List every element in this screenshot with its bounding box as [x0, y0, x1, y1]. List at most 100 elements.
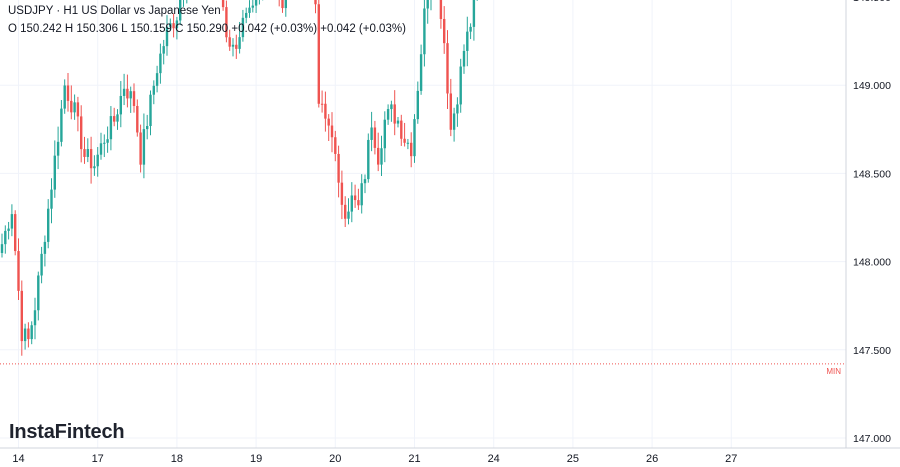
candle-body [37, 275, 40, 311]
candles [0, 0, 478, 356]
candle-body [83, 149, 86, 157]
candle-body [353, 195, 357, 201]
time-tick-label: 14 [12, 453, 24, 465]
candle-body [439, 0, 443, 19]
candle-body [340, 182, 344, 205]
candle-body [53, 155, 56, 190]
time-tick-label: 26 [646, 453, 658, 465]
candle-body [452, 113, 456, 130]
candle-body [410, 142, 413, 157]
candle-body [43, 241, 47, 254]
candle-body [330, 125, 334, 138]
candle-body [89, 149, 93, 169]
time-tick-label: 25 [567, 453, 579, 465]
candle-body [142, 129, 146, 165]
candle-body [241, 17, 245, 38]
candle-body [149, 94, 152, 127]
candle-body [373, 127, 377, 148]
extreme-label: MIN [826, 367, 841, 376]
candle-body [235, 44, 238, 49]
time-axis[interactable]: 14 17 18 19 20 21 24 25 26 27 [0, 447, 900, 465]
candle-body [4, 230, 7, 245]
candle-body [360, 183, 363, 206]
candle-body [281, 0, 284, 9]
time-tick-label: 18 [171, 453, 183, 465]
candle-body [93, 166, 96, 169]
candle-body [443, 18, 446, 44]
candle-body [334, 137, 337, 154]
candle-body [159, 53, 162, 74]
time-tick-label: 20 [329, 453, 341, 465]
candle-body [113, 116, 116, 122]
candle-body [416, 90, 419, 120]
price-axis[interactable]: 147.000 147.500 148.000 148.500 149.000 149.5… [845, 0, 891, 448]
price-tick-label: 148.000 [853, 257, 891, 269]
candle-body [56, 141, 60, 156]
candle-body [47, 208, 50, 242]
candle-body [119, 95, 122, 115]
time-tick-label: 17 [92, 453, 104, 465]
candle-body [103, 142, 106, 144]
candle-body [386, 109, 390, 120]
candle-body [0, 244, 4, 253]
candle-body [449, 93, 452, 130]
candle-body [23, 328, 27, 342]
price-tick-label: 149.000 [853, 80, 891, 92]
timeframe-label[interactable]: H1 [63, 5, 79, 17]
candle-body [357, 200, 360, 206]
candle-body [337, 153, 340, 183]
time-tick-label: 27 [725, 453, 737, 465]
candle-body [73, 102, 76, 113]
candle-body [40, 253, 43, 276]
candle-body [221, 0, 225, 8]
candle-body [462, 50, 466, 67]
candle-body [370, 127, 373, 140]
candle-body [344, 204, 347, 219]
price-tick-label: 147.000 [853, 433, 891, 445]
candle-body [172, 23, 175, 29]
candle-body [165, 26, 169, 47]
candle-body [390, 104, 393, 110]
candle-body [367, 139, 370, 180]
candle-body [175, 20, 179, 29]
candle-body [324, 103, 327, 119]
candle-body [320, 103, 324, 105]
candle-body [466, 31, 469, 51]
candle-body [396, 120, 400, 124]
candle-body [60, 108, 63, 142]
candle-body [377, 147, 380, 165]
time-tick-label: 19 [250, 453, 262, 465]
price-tick-label: 148.500 [853, 168, 891, 180]
candle-body [472, 0, 476, 27]
candle-body [106, 139, 109, 143]
candle-body [350, 195, 353, 212]
candle-body [109, 116, 113, 140]
symbol-description: US Dollar vs Japanese Yen [81, 5, 221, 17]
candle-body [33, 310, 37, 326]
candle-body [446, 43, 449, 94]
symbol-label[interactable]: USDJPY [8, 5, 54, 17]
candle-body [17, 251, 20, 291]
candle-body [393, 104, 396, 124]
price-tick-label: 147.500 [853, 345, 891, 357]
candle-body [317, 4, 320, 104]
candle-body [80, 116, 83, 150]
candle-body [10, 214, 14, 229]
candle-body [400, 120, 403, 139]
candle-body [27, 328, 30, 340]
candle-body [238, 37, 241, 49]
candle-body [132, 91, 136, 106]
chart-title: USDJPY · H1 US Dollar vs Japanese Yen [8, 5, 221, 17]
candle-body [162, 46, 165, 54]
candle-body [76, 102, 80, 117]
candle-body [383, 119, 386, 149]
candle-body [152, 85, 155, 95]
min-max-lines: MAXMIN [0, 363, 846, 376]
candle-body [314, 0, 317, 5]
candle-body [469, 26, 472, 32]
candle-body [99, 143, 103, 155]
candle-body [122, 88, 126, 96]
candle-body [66, 85, 70, 101]
time-tick-label: 21 [408, 453, 420, 465]
